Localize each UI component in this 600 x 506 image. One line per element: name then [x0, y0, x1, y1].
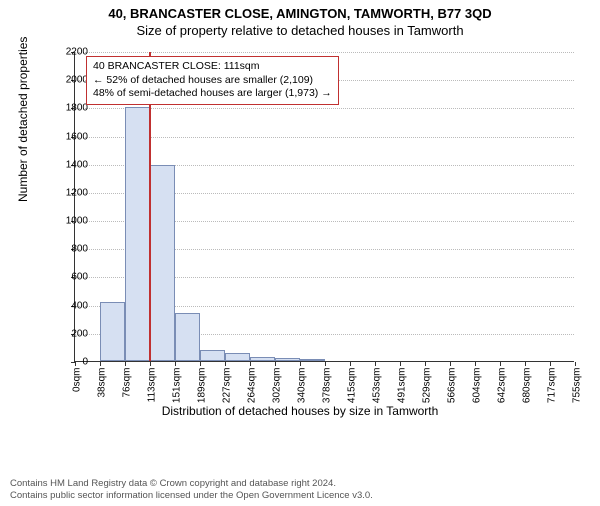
xtick-label: 604sqm [472, 368, 483, 418]
info-box-line: 40 BRANCASTER CLOSE: 111sqm [93, 60, 332, 74]
xtick-label: 529sqm [422, 368, 433, 418]
xtick-label: 76sqm [122, 368, 133, 418]
xtick-label: 302sqm [272, 368, 283, 418]
info-box-line: 48% of semi-detached houses are larger (… [93, 87, 332, 101]
xtick-label: 151sqm [172, 368, 183, 418]
title-sub: Size of property relative to detached ho… [0, 23, 600, 38]
xtick-label: 113sqm [147, 368, 158, 418]
ytick-label: 2000 [58, 75, 88, 86]
ytick-label: 200 [58, 328, 88, 339]
ytick-label: 1000 [58, 216, 88, 227]
ytick-label: 1600 [58, 131, 88, 142]
title-main: 40, BRANCASTER CLOSE, AMINGTON, TAMWORTH… [0, 6, 600, 21]
xtick-label: 227sqm [222, 368, 233, 418]
histogram-bar [175, 313, 200, 361]
xtick-label: 642sqm [497, 368, 508, 418]
footer-line-2: Contains public sector information licen… [10, 490, 373, 502]
histogram-bar [125, 107, 150, 361]
ytick-label: 2200 [58, 47, 88, 58]
histogram-bar [100, 302, 125, 361]
chart-container: Number of detached properties Distributi… [10, 42, 590, 422]
xtick-label: 491sqm [397, 368, 408, 418]
xtick-label: 340sqm [297, 368, 308, 418]
histogram-bar [225, 353, 250, 361]
xtick-label: 680sqm [522, 368, 533, 418]
info-box: 40 BRANCASTER CLOSE: 111sqm← 52% of deta… [86, 56, 339, 105]
footer-attribution: Contains HM Land Registry data © Crown c… [10, 478, 373, 502]
xtick-label: 0sqm [72, 368, 83, 418]
xtick-label: 453sqm [372, 368, 383, 418]
xtick-label: 189sqm [197, 368, 208, 418]
histogram-bar [300, 359, 325, 361]
ytick-label: 600 [58, 272, 88, 283]
xtick-label: 717sqm [547, 368, 558, 418]
xtick-label: 378sqm [322, 368, 333, 418]
info-box-line: ← 52% of detached houses are smaller (2,… [93, 74, 332, 88]
footer-line-1: Contains HM Land Registry data © Crown c… [10, 478, 373, 490]
ytick-label: 800 [58, 244, 88, 255]
histogram-bar [250, 357, 275, 361]
histogram-bar [275, 358, 300, 361]
xtick-label: 566sqm [447, 368, 458, 418]
histogram-bar [150, 165, 175, 361]
ytick-label: 1200 [58, 187, 88, 198]
xtick-label: 755sqm [572, 368, 583, 418]
ytick-label: 1400 [58, 159, 88, 170]
xtick-label: 415sqm [347, 368, 358, 418]
ytick-label: 400 [58, 300, 88, 311]
histogram-bar [200, 350, 225, 361]
xtick-label: 38sqm [97, 368, 108, 418]
ytick-label: 0 [58, 357, 88, 368]
xtick-label: 264sqm [247, 368, 258, 418]
ytick-label: 1800 [58, 103, 88, 114]
y-axis-label: Number of detached properties [16, 37, 30, 202]
